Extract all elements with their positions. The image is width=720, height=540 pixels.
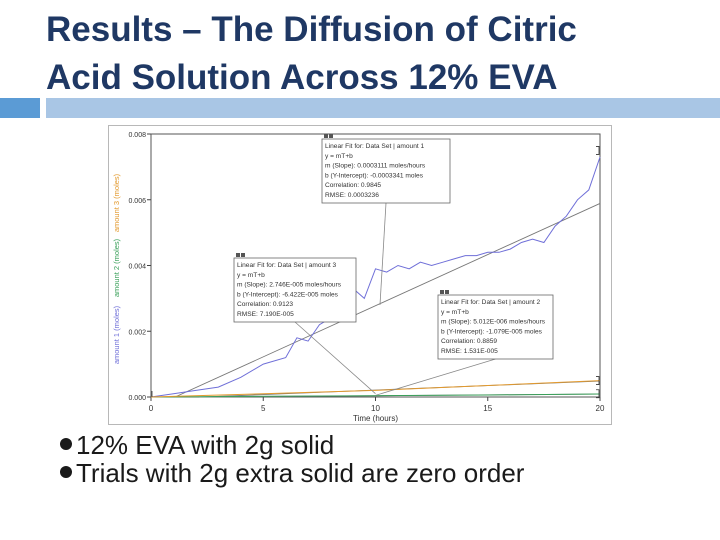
x-axis-label: Time (hours) xyxy=(353,414,398,423)
y-axis-label: amount 3 (moles) xyxy=(112,173,121,232)
annotation-line: b (Y-Intercept): -6.422E-005 moles xyxy=(237,291,339,298)
y-axis-label: amount 1 (moles) xyxy=(112,305,121,364)
bullet-text-2: Trials with 2g extra solid are zero orde… xyxy=(76,458,525,488)
slide-title: Results – The Diffusion of Citric Acid S… xyxy=(46,6,706,102)
bullet-text-1: 12% EVA with 2g solid xyxy=(76,430,335,460)
x-tick-label: 20 xyxy=(596,404,605,413)
annotation-handle-icon xyxy=(241,253,245,257)
x-tick-label: 15 xyxy=(483,404,492,413)
annotation-line: m (Slope): 0.0003111 moles/hours xyxy=(325,163,426,170)
accent-bar-long xyxy=(46,98,720,118)
annotation-box xyxy=(437,294,554,360)
series-line-1 xyxy=(150,156,601,398)
annotation-line: RMSE: 0.0003236 xyxy=(325,192,379,199)
annotation-handle-icon xyxy=(324,134,328,138)
annotation-line: b (Y-Intercept): -1.079E-005 moles xyxy=(441,328,543,335)
y-tick-label: 0.008 xyxy=(128,132,146,139)
annotation-line: m (Slope): 2.746E-005 moles/hours xyxy=(237,282,342,289)
slide-title-line-2: Acid Solution Across 12% EVA xyxy=(46,58,558,97)
annotation-line: Correlation: 0.9123 xyxy=(237,301,293,308)
fit-line-1 xyxy=(174,203,601,398)
chart-svg: 0 5 10 15 20 0.000 0.002 0.004 0.006 0.008 Time (h… xyxy=(108,125,612,425)
annotation-line: Linear Fit for: Data Set | amount 3 xyxy=(237,262,337,269)
annotation-box xyxy=(321,138,451,204)
annotation-handle-icon xyxy=(236,253,240,257)
x-tick-label: 5 xyxy=(261,404,266,413)
x-tick-label: 10 xyxy=(371,404,380,413)
annotation-handle-icon xyxy=(329,134,333,138)
annotation-line: RMSE: 7.190E-005 xyxy=(237,311,294,318)
y-tick-label: 0.004 xyxy=(128,264,146,271)
x-tick-label: 0 xyxy=(149,404,154,413)
annotation-line: Linear Fit for: Data Set | amount 2 xyxy=(441,299,541,306)
bullet-dot-icon xyxy=(60,438,72,450)
y-tick-label: 0.002 xyxy=(128,329,146,336)
annotation-handle-icon xyxy=(440,290,444,294)
y-axis-label: amount 2 (moles) xyxy=(112,238,121,297)
annotation-box xyxy=(233,257,357,323)
annotation-line: y = mT+b xyxy=(441,309,469,316)
annotation-leader-line xyxy=(375,358,496,396)
annotation-line: y = mT+b xyxy=(325,153,353,160)
annotation-line: Linear Fit for: Data Set | amount 1 xyxy=(325,143,425,150)
annotation-handle-icon xyxy=(445,290,449,294)
bullet-item-2: Trials with 2g extra solid are zero orde… xyxy=(60,458,525,488)
series-end-marker xyxy=(596,389,600,399)
bullet-item-1: 12% EVA with 2g solid xyxy=(60,430,524,460)
series-end-marker xyxy=(596,376,600,385)
series-line-3 xyxy=(150,380,601,398)
series-end-marker xyxy=(596,146,600,155)
annotation-leader-line xyxy=(294,321,376,395)
annotation-line: RMSE: 1.531E-005 xyxy=(441,348,498,355)
annotation-leader-line xyxy=(379,202,387,305)
slide-title-line-1: Results – The Diffusion of Citric xyxy=(46,10,577,49)
y-tick-label: 0.000 xyxy=(128,395,146,402)
annotation-line: Correlation: 0.8859 xyxy=(441,338,497,345)
bullet-dot-icon xyxy=(60,466,72,478)
annotation-line: m (Slope): 5.012E-006 moles/hours xyxy=(441,319,546,326)
annotation-line: y = mT+b xyxy=(237,272,265,279)
y-tick-label: 0.006 xyxy=(128,198,146,205)
annotation-line: Correlation: 0.9845 xyxy=(325,182,381,189)
annotation-line: b (Y-Intercept): -0.0003341 moles xyxy=(325,172,424,179)
series-line-2 xyxy=(150,393,601,398)
chart-container: 0 5 10 15 20 0.000 0.002 0.004 0.006 0.008 Time (h… xyxy=(108,125,612,425)
accent-bar-small xyxy=(0,98,40,118)
bullet-list: 12% EVA with 2g solid Trials with 2g ext… xyxy=(60,430,525,488)
